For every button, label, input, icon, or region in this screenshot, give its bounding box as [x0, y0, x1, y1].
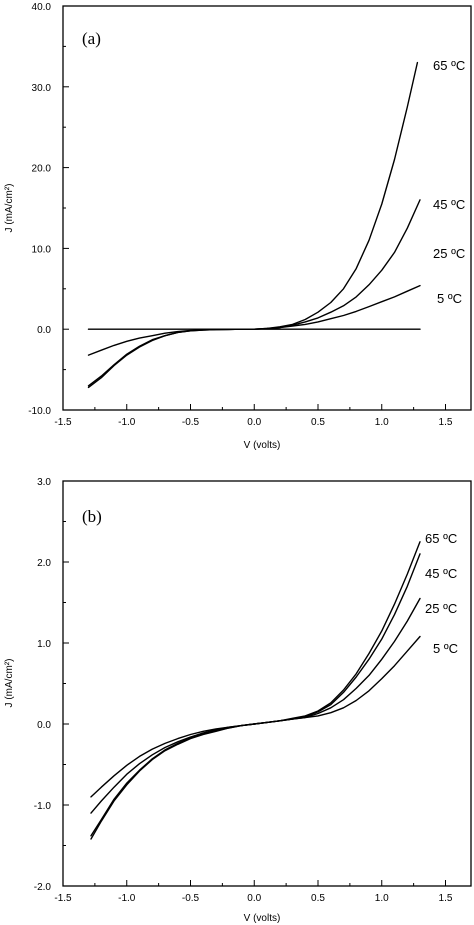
x-axis-title: V (volts): [244, 440, 281, 451]
y-tick-label: -1.0: [34, 801, 52, 812]
x-tick-label: 0.5: [311, 417, 325, 428]
y-tick-label: 2.0: [37, 558, 51, 569]
x-tick-label: 0.0: [247, 417, 261, 428]
x-axis-title: V (volts): [244, 913, 281, 924]
chart-panel-2: -1.5 -1.0 -0.5 0.0 0.5 1.0 1.5 -2.0 -1.0 0.0 1.0 2.…: [4, 477, 472, 924]
x-tick-label: -1.5: [54, 893, 72, 904]
plot-frame: [62, 5, 472, 411]
x-tick-label: 0.5: [311, 893, 325, 904]
series-line-2: [90, 553, 421, 837]
y-tick-label: 10.0: [32, 244, 52, 255]
x-tick-label: -1.0: [118, 893, 136, 904]
series-label-2: 45 ºC: [433, 197, 465, 212]
x-tick-label: 1.0: [375, 417, 389, 428]
series-line-3: [87, 284, 421, 356]
y-tick-label: 0.0: [37, 325, 51, 336]
series-line-3: [90, 597, 421, 814]
series-line-4: [90, 635, 421, 798]
y-tick-label: 0.0: [37, 720, 51, 731]
series-line-1: [90, 541, 421, 840]
y-tick-label: -2.0: [34, 882, 52, 893]
x-tick-label: -0.5: [182, 417, 200, 428]
series-label-1: 65 ºC: [425, 531, 457, 546]
series-label-1: 65 ºC: [433, 58, 465, 73]
panel-label: (b): [82, 507, 102, 526]
x-tick-label: -0.5: [182, 893, 200, 904]
series-label-4: 5 ºC: [437, 291, 462, 306]
series-label-3: 25 ºC: [425, 601, 457, 616]
chart-panel-1: -1.5 -1.0 -0.5 0.0 0.5 1.0 1.5 -10.0 0.0 10.0 20.0…: [4, 2, 472, 451]
y-tick-label: 3.0: [37, 477, 51, 488]
y-tick-label: 20.0: [32, 164, 52, 175]
series-label-2: 45 ºC: [425, 566, 457, 581]
y-tick-label: 40.0: [32, 2, 52, 13]
series-label-3: 25 ºC: [433, 246, 465, 261]
x-tick-label: -1.0: [118, 417, 136, 428]
plot-frame: [62, 480, 472, 887]
x-tick-label: -1.5: [54, 417, 72, 428]
x-tick-label: 1.0: [375, 893, 389, 904]
series-line-2: [87, 199, 421, 387]
panel-label: (a): [82, 29, 101, 48]
y-tick-label: 1.0: [37, 639, 51, 650]
x-tick-label: 1.5: [439, 893, 453, 904]
x-tick-label: 0.0: [247, 893, 261, 904]
y-tick-label: 30.0: [32, 83, 52, 94]
y-axis-title: J (mA/cm²): [4, 184, 15, 233]
y-axis-title: J (mA/cm²): [4, 659, 15, 708]
y-tick-label: -10.0: [28, 406, 51, 417]
x-tick-label: 1.5: [439, 417, 453, 428]
series-label-4: 5 ºC: [433, 641, 458, 656]
